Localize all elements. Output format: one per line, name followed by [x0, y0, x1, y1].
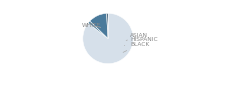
Wedge shape: [90, 13, 108, 38]
Text: WHITE: WHITE: [82, 23, 101, 28]
Wedge shape: [107, 13, 108, 38]
Text: BLACK: BLACK: [123, 42, 150, 52]
Wedge shape: [88, 21, 108, 38]
Legend: 85.5%, 11.9%, 1.7%, 0.9%: 85.5%, 11.9%, 1.7%, 0.9%: [21, 99, 142, 100]
Wedge shape: [83, 13, 133, 64]
Text: HISPANIC: HISPANIC: [124, 37, 158, 46]
Text: ASIAN: ASIAN: [126, 33, 148, 40]
